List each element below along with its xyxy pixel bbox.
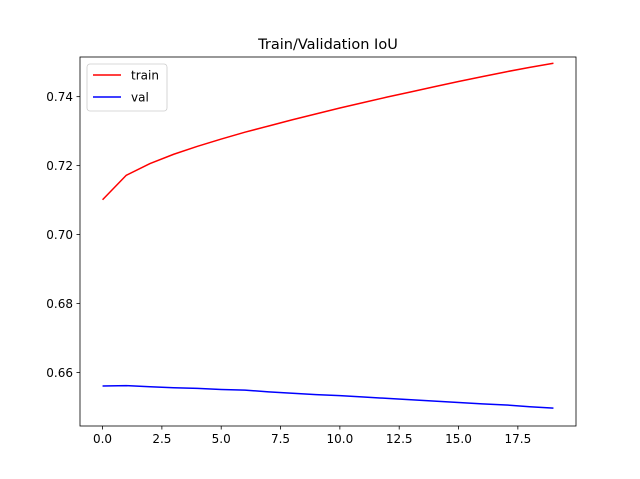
plot-frame <box>79 56 577 427</box>
x-tick-label: 0.0 <box>93 432 112 446</box>
legend-label-val: val <box>131 91 149 105</box>
x-tick-label: 7.5 <box>271 432 290 446</box>
y-tick-label: 0.66 <box>46 366 73 380</box>
x-tick-label: 5.0 <box>212 432 231 446</box>
axis-ticks: 0.0 2.5 5.0 7.5 10.0 12.5 15.0 17.5 0.66 0.68 0.70… <box>46 90 531 446</box>
x-tick-label: 17.5 <box>504 432 531 446</box>
x-tick-label: 10.0 <box>327 432 354 446</box>
series-line-val <box>102 384 554 409</box>
x-tick-label: 2.5 <box>152 432 171 446</box>
x-tick-label: 15.0 <box>445 432 472 446</box>
x-tick-label: 12.5 <box>386 432 413 446</box>
series-line-train <box>102 62 554 201</box>
legend: train val <box>86 63 168 112</box>
y-tick-label: 0.70 <box>46 228 73 242</box>
y-tick-label: 0.72 <box>46 159 73 173</box>
plot-series <box>102 62 554 409</box>
y-tick-label: 0.74 <box>46 90 73 104</box>
y-tick-label: 0.68 <box>46 297 73 311</box>
chart-title: Train/Validation IoU <box>257 37 398 53</box>
legend-label-train: train <box>131 69 159 83</box>
